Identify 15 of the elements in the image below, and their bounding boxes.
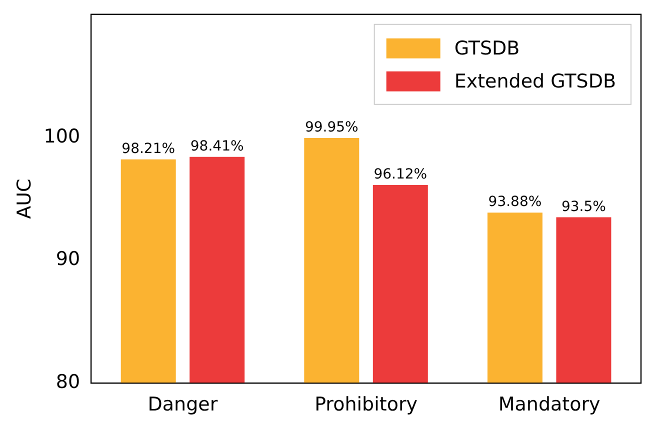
x-tick-label: Danger (148, 394, 218, 416)
legend-label: Extended GTSDB (454, 70, 616, 92)
data-label: 99.95% (304, 120, 358, 136)
data-label: 96.12% (374, 166, 428, 183)
data-label: 93.88% (488, 194, 542, 210)
y-axis-title: AUC (13, 178, 36, 219)
y-tick-label: 80 (56, 371, 80, 394)
data-label: 98.41% (190, 138, 244, 155)
data-label: 93.5% (561, 198, 606, 215)
y-tick-label: 90 (56, 248, 80, 270)
data-label: 98.21% (122, 140, 176, 157)
y-tick-label: 100 (44, 125, 80, 148)
x-tick-label: Prohibitory (314, 394, 418, 416)
x-tick-label: Mandatory (498, 394, 600, 416)
legend-label: GTSDB (454, 37, 520, 60)
